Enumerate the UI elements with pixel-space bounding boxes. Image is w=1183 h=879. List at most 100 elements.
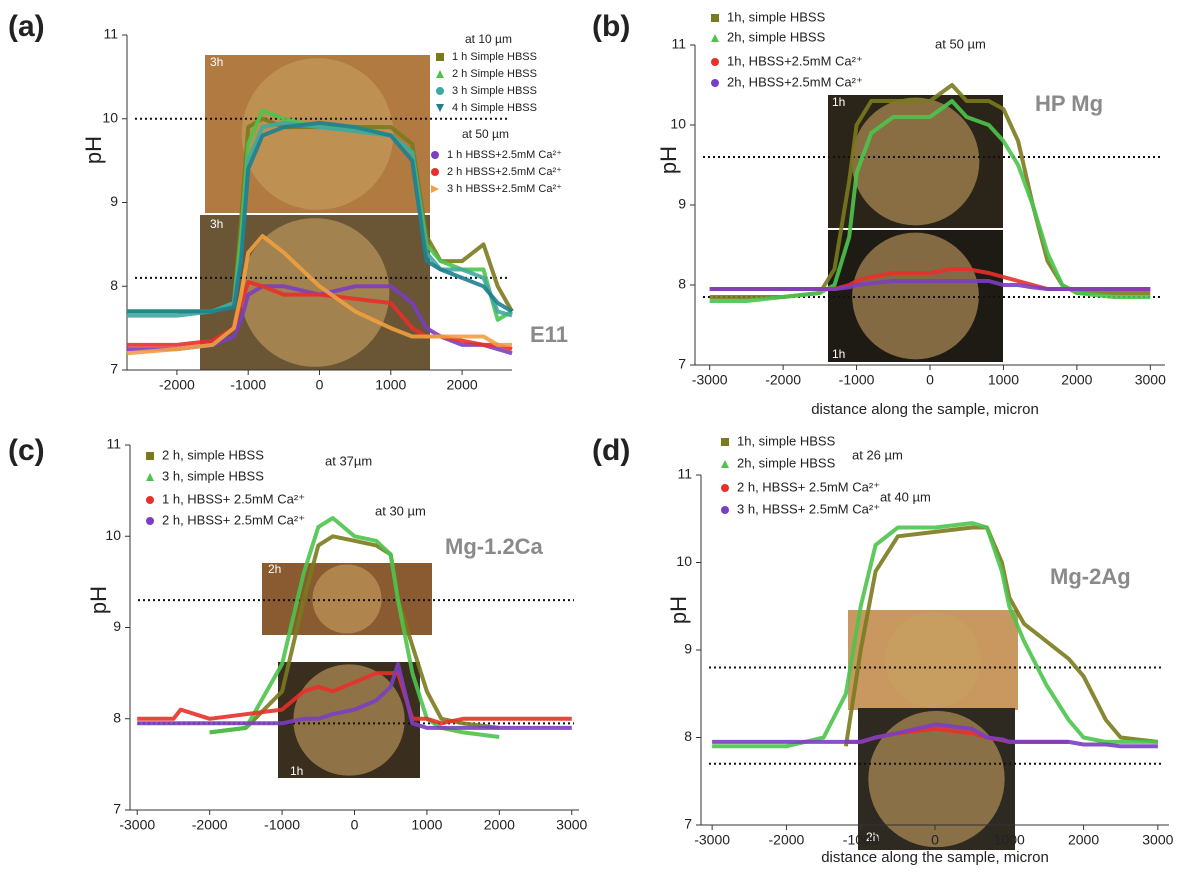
x-tick-label: 2000: [1061, 372, 1092, 388]
annotation: at 10 µm: [465, 32, 512, 46]
x-tick-label: 0: [931, 832, 939, 848]
legend-marker: [146, 473, 154, 481]
legend-label: 2 h, simple HBSS: [162, 447, 264, 462]
legend-marker: [436, 104, 444, 112]
photo-label: 2h: [268, 562, 281, 576]
x-tick-label: -1000: [230, 377, 266, 393]
y-tick-label: 10: [676, 553, 692, 569]
sample-disc: [868, 711, 1004, 847]
sample-disc: [312, 564, 381, 633]
x-tick-label: -1000: [839, 372, 875, 388]
y-tick-label: 9: [684, 641, 692, 657]
legend-marker: [436, 70, 444, 78]
legend-label: 1h, HBSS+2.5mM Ca²⁺: [727, 53, 863, 68]
x-tick-label: 0: [316, 377, 324, 393]
annotation: at 37µm: [325, 453, 372, 468]
legend-marker: [721, 506, 729, 514]
y-tick-label: 10: [105, 527, 121, 543]
legend-label: 2h, simple HBSS: [727, 29, 826, 44]
annotation: at 26 µm: [852, 447, 903, 462]
panel-label: (c): [8, 434, 45, 467]
y-tick-label: 8: [684, 728, 692, 744]
y-tick-label: 11: [103, 26, 118, 42]
legend-marker: [146, 452, 154, 460]
x-axis-label: distance along the sample, micron: [821, 849, 1049, 866]
annotation: at 40 µm: [880, 489, 931, 504]
y-tick-label: 8: [678, 276, 686, 292]
y-tick-label: 7: [678, 356, 686, 372]
legend-marker: [711, 79, 719, 87]
y-axis-label: pH: [86, 586, 111, 614]
legend-label: 1 h HBSS+2.5mM Ca²⁺: [447, 149, 562, 161]
legend-label: 2h, HBSS+2.5mM Ca²⁺: [727, 74, 863, 89]
legend-marker: [721, 484, 729, 492]
x-tick-label: 0: [926, 372, 934, 388]
x-tick-label: 3000: [1142, 832, 1173, 848]
photo-label: 1h: [290, 764, 303, 778]
legend-marker: [721, 438, 729, 446]
legend-label: 2 h, HBSS+ 2.5mM Ca²⁺: [737, 479, 880, 494]
annotation: at 50 µm: [935, 36, 986, 51]
photo-label: 3h: [210, 217, 223, 231]
sample-name: Mg-1.2Ca: [445, 534, 544, 559]
x-tick-label: -2000: [192, 817, 228, 833]
legend-marker: [146, 496, 154, 504]
photo-label: 1h: [840, 592, 853, 606]
legend-label: 2 h HBSS+2.5mM Ca²⁺: [447, 166, 562, 178]
photo-label: 3h: [210, 55, 223, 69]
y-tick-label: 8: [110, 277, 118, 293]
legend-label: 1h, simple HBSS: [737, 433, 836, 448]
annotation: at 50 µm: [462, 127, 509, 141]
x-tick-label: 0: [351, 817, 359, 833]
x-tick-label: 3000: [556, 817, 587, 833]
legend-label: 3 h, HBSS+ 2.5mM Ca²⁺: [737, 501, 880, 516]
y-tick-label: 9: [110, 193, 118, 209]
photo-label: 1h: [832, 95, 845, 109]
figure: (a)3h3h7891011-2000-1000010002000pH1 h S…: [0, 0, 1183, 874]
legend-label: 4 h Simple HBSS: [452, 102, 537, 114]
x-tick-label: -3000: [694, 832, 730, 848]
x-tick-label: 2000: [484, 817, 515, 833]
y-tick-label: 8: [113, 709, 121, 725]
legend-label: 2 h Simple HBSS: [452, 68, 537, 80]
legend-label: 3 h HBSS+2.5mM Ca²⁺: [447, 183, 562, 195]
legend-label: 1h, simple HBSS: [727, 9, 826, 24]
legend-marker: [431, 185, 439, 193]
legend-marker: [431, 168, 439, 176]
legend-marker: [721, 460, 729, 468]
x-tick-label: 2000: [447, 377, 478, 393]
x-tick-label: -3000: [119, 817, 155, 833]
y-axis-label: pH: [81, 136, 106, 164]
y-tick-label: 11: [106, 436, 121, 452]
y-tick-label: 7: [110, 361, 118, 377]
y-tick-label: 9: [113, 618, 121, 634]
x-tick-label: -2000: [765, 372, 801, 388]
y-tick-label: 9: [678, 196, 686, 212]
y-tick-label: 10: [670, 116, 686, 132]
sample-disc: [885, 612, 981, 708]
y-tick-label: 10: [102, 109, 118, 125]
x-tick-label: -1000: [843, 832, 879, 848]
legend-label: 1 h, HBSS+ 2.5mM Ca²⁺: [162, 491, 305, 506]
x-tick-label: 3000: [1135, 372, 1166, 388]
legend-label: 3 h Simple HBSS: [452, 85, 537, 97]
x-tick-label: 1000: [411, 817, 442, 833]
photo-label: 1h: [832, 347, 845, 361]
x-tick-label: 1000: [375, 377, 406, 393]
x-tick-label: -2000: [769, 832, 805, 848]
annotation: at 30 µm: [375, 503, 426, 518]
y-tick-label: 11: [677, 466, 692, 482]
legend-marker: [436, 87, 444, 95]
y-tick-label: 7: [113, 801, 121, 817]
sample-name: HP Mg: [1035, 91, 1103, 116]
legend-label: 1 h Simple HBSS: [452, 51, 537, 63]
legend-marker: [711, 58, 719, 66]
y-tick-label: 7: [684, 816, 692, 832]
sample-name: E11: [530, 322, 568, 347]
legend-marker: [436, 53, 444, 61]
x-tick-label: 2000: [1068, 832, 1099, 848]
panel-label: (a): [8, 10, 45, 43]
legend-label: 3 h, simple HBSS: [162, 468, 264, 483]
x-tick-label: -2000: [159, 377, 195, 393]
y-tick-label: 11: [671, 36, 686, 52]
